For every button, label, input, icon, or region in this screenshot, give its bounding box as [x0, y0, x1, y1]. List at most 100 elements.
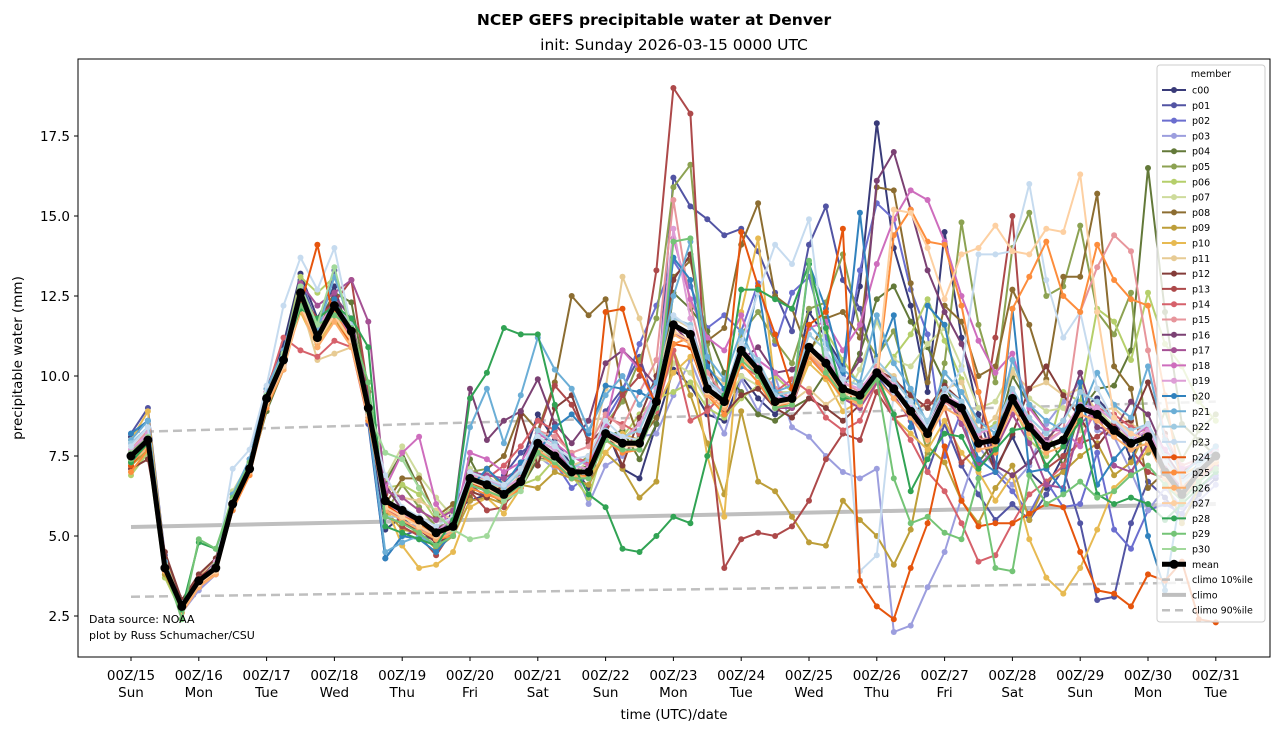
data-point-p01 — [1094, 597, 1101, 603]
legend-entry-c00: c00 — [1162, 86, 1209, 97]
legend-label: p16 — [1192, 330, 1210, 341]
legend-entry-p30: p30 — [1162, 545, 1210, 556]
data-point-p23 — [500, 481, 507, 488]
data-point-p27 — [907, 209, 914, 216]
data-point-p21 — [1026, 401, 1033, 408]
data-point-p29 — [907, 520, 914, 527]
data-point-p27 — [416, 523, 423, 530]
x-tick-label-time: 00Z/16 — [175, 668, 223, 684]
data-point-p16 — [467, 385, 473, 392]
legend-label: p07 — [1192, 193, 1210, 204]
data-point-p25 — [128, 469, 134, 475]
x-tick-label-day: Tue — [1203, 685, 1227, 701]
series-line-p20 — [130, 211, 1217, 611]
data-point-p09 — [653, 478, 660, 485]
data-point-p29 — [568, 475, 575, 482]
data-point-p06 — [907, 331, 914, 338]
data-point-p29 — [619, 446, 626, 453]
data-point-p20 — [551, 424, 558, 431]
data-point-p16 — [1128, 398, 1134, 405]
x-tick-label-day: Tue — [254, 685, 278, 701]
legend-entry-p03: p03 — [1162, 131, 1210, 142]
data-point-p12 — [1060, 392, 1067, 399]
data-point-p28 — [670, 513, 677, 520]
data-point-p10 — [907, 430, 914, 437]
data-point-p25 — [941, 241, 948, 248]
data-point-p09 — [551, 469, 558, 475]
legend-label: p10 — [1192, 239, 1210, 250]
data-point-p06 — [399, 481, 406, 488]
data-point-p08 — [1094, 190, 1101, 197]
data-point-p16 — [568, 440, 575, 447]
data-point-p01 — [1043, 491, 1050, 498]
data-point-p18 — [975, 337, 982, 344]
data-point-p28 — [789, 305, 795, 312]
mean-point — [990, 435, 1000, 445]
y-tick-label: 12.5 — [40, 289, 70, 305]
legend-entry-p10: p10 — [1162, 239, 1210, 250]
data-point-p22 — [1026, 414, 1033, 421]
data-point-p13 — [1094, 433, 1101, 440]
data-point-p29 — [941, 529, 948, 536]
data-point-p09 — [1077, 453, 1084, 459]
data-point-p13 — [1009, 213, 1016, 219]
data-point-p24 — [941, 443, 948, 450]
data-point-p09 — [789, 513, 795, 520]
data-point-p21 — [500, 440, 507, 447]
data-point-p09 — [806, 539, 812, 546]
legend-entry-mean: mean — [1162, 559, 1219, 571]
data-point-p28 — [1145, 501, 1151, 507]
data-point-p29 — [399, 520, 406, 527]
data-point-p20 — [636, 389, 643, 395]
data-point-p02 — [856, 267, 863, 274]
y-tick-label: 7.5 — [49, 449, 70, 465]
data-point-p12 — [1043, 363, 1050, 370]
mean-point — [380, 496, 390, 506]
data-point-p05 — [975, 321, 982, 328]
data-point-p23 — [839, 376, 846, 383]
data-point-p22 — [1094, 398, 1101, 405]
legend-marker — [1171, 484, 1177, 491]
legend-label: p13 — [1192, 284, 1210, 295]
data-point-p09 — [585, 481, 592, 488]
data-point-p23 — [738, 341, 745, 347]
data-point-p29 — [1145, 462, 1151, 469]
data-point-p14 — [297, 347, 304, 354]
data-point-p24 — [1009, 520, 1016, 527]
data-point-p06 — [1128, 357, 1134, 363]
data-point-c00 — [772, 411, 779, 418]
data-point-p28 — [636, 549, 643, 555]
x-tick-label-time: 00Z/28 — [988, 668, 1036, 684]
mean-point — [482, 480, 492, 490]
mean-point — [736, 345, 746, 355]
data-point-p24 — [873, 603, 880, 610]
data-point-p21 — [738, 328, 745, 335]
mean-point — [533, 438, 543, 448]
legend-label: p19 — [1192, 376, 1210, 387]
data-point-p18 — [924, 197, 931, 203]
data-point-c00 — [636, 475, 643, 482]
data-point-p01 — [670, 174, 677, 181]
legend-marker — [1171, 515, 1177, 522]
data-point-p20 — [331, 296, 338, 303]
data-point-p24 — [314, 241, 321, 248]
data-point-p21 — [636, 401, 643, 408]
data-point-p15 — [551, 433, 558, 440]
data-point-p12 — [839, 417, 846, 424]
data-point-p21 — [839, 366, 846, 373]
data-point-p28 — [1060, 443, 1067, 450]
legend-marker — [1171, 178, 1177, 185]
data-point-p08 — [1060, 273, 1067, 280]
data-point-p22 — [890, 376, 897, 383]
data-point-p17 — [416, 507, 423, 514]
data-point-p14 — [1026, 491, 1033, 498]
data-point-p24 — [907, 565, 914, 571]
mean-point — [160, 563, 170, 573]
data-point-p06 — [297, 273, 304, 280]
data-point-p08 — [500, 453, 507, 459]
data-point-p12 — [534, 462, 541, 469]
data-point-p09 — [755, 478, 762, 485]
legend-entry-p11: p11 — [1162, 254, 1210, 265]
mean-point — [312, 333, 322, 343]
data-point-p16 — [958, 341, 965, 347]
